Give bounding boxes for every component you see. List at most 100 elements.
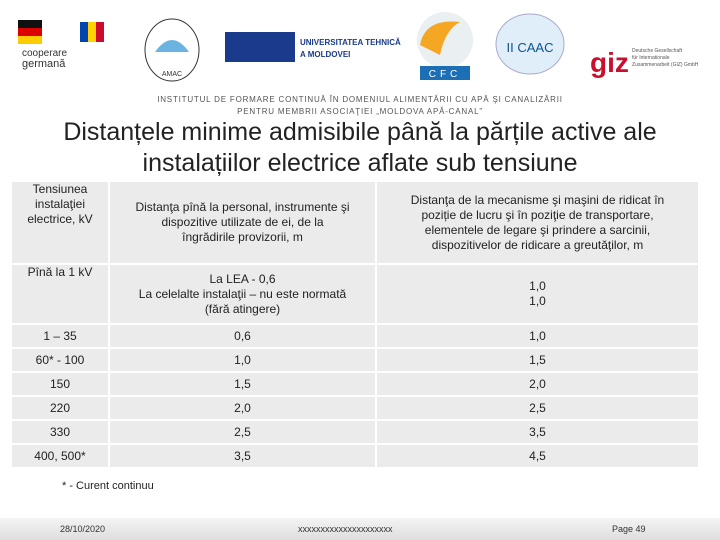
table-cell: Distanţa de la mecanisme şi maşini de ri… bbox=[375, 180, 700, 265]
footnote: * - Curent continuu bbox=[62, 480, 154, 492]
flag-stripe bbox=[88, 22, 96, 42]
cell-line: 2,5 bbox=[529, 400, 546, 415]
table-cell: 2,0 bbox=[108, 395, 377, 421]
cell-line: 400, 500* bbox=[34, 448, 86, 463]
footer-date: 28/10/2020 bbox=[60, 524, 106, 534]
logo-text: CFC bbox=[429, 69, 462, 80]
cell-line: Distanţa pînă la personal, instrumente ş… bbox=[135, 200, 350, 214]
cell-line: 0,6 bbox=[234, 328, 251, 343]
cell-line: 1,0 bbox=[529, 328, 546, 343]
cell-line: 1,5 bbox=[529, 352, 546, 367]
cell-line: (fără atingere) bbox=[204, 301, 281, 316]
table-row: 150 1,5 2,0 bbox=[10, 371, 700, 397]
cell-line: elementele de legare şi prindere a sarci… bbox=[424, 222, 651, 237]
logo-text: cooperare bbox=[22, 48, 67, 59]
table-cell: Tensiunea instalaţiei electrice, kV bbox=[10, 180, 110, 265]
cell-line: electrice, kV bbox=[27, 212, 93, 226]
table-cell: 330 bbox=[10, 419, 110, 445]
cell-line: Tensiunea bbox=[32, 182, 88, 196]
logo-text: germană bbox=[22, 58, 66, 70]
flag-stripe bbox=[96, 22, 104, 42]
logo-text: giz bbox=[590, 47, 629, 78]
institute-line: INSTITUTUL DE FORMARE CONTINUĂ ÎN DOMENI… bbox=[157, 95, 563, 104]
table-cell: 1,5 bbox=[108, 371, 377, 397]
cell-line: Pînă la 1 kV bbox=[27, 265, 93, 279]
table-cell: 4,5 bbox=[375, 443, 700, 469]
logo-strip: cooperare germană AMAC UNIVERSITATEA TEH… bbox=[18, 12, 699, 82]
cell-line: 1,0 bbox=[234, 352, 251, 367]
cell-line: 1 – 35 bbox=[43, 328, 77, 343]
table-cell: 60* - 100 bbox=[10, 347, 110, 373]
cell-line: poziție de lucru şi în poziţie de transp… bbox=[421, 207, 654, 222]
logo-text: AMAC bbox=[162, 71, 182, 78]
table-cell: 1,0 bbox=[108, 347, 377, 373]
institute-line: PENTRU MEMBRII ASOCIAŢIEI „MOLDOVA APĂ-C… bbox=[237, 107, 483, 116]
logo-ring bbox=[144, 18, 200, 82]
cell-line: 2,5 bbox=[234, 424, 251, 439]
cell-line: dispozitivelor de ridicare a greutăţilor… bbox=[431, 237, 644, 252]
cell-line: îngrădirile provizorii, m bbox=[182, 230, 303, 244]
cell-line: 1,5 bbox=[234, 376, 251, 391]
table-row: 330 2,5 3,5 bbox=[10, 419, 700, 445]
logo-shape bbox=[420, 66, 470, 80]
cell-line: 220 bbox=[49, 400, 71, 415]
logo-text: UNIVERSITATEA TEHNICĂ bbox=[300, 38, 401, 47]
logo-text: für Internationale bbox=[632, 55, 670, 61]
table-row: Tensiunea instalaţiei electrice, kV Distanţ… bbox=[10, 180, 700, 265]
logo-shape bbox=[155, 40, 189, 52]
table-cell: 400, 500* bbox=[10, 443, 110, 469]
footer-bar bbox=[0, 518, 720, 540]
table-cell: 2,5 bbox=[108, 419, 377, 445]
cell-line: 150 bbox=[49, 376, 71, 391]
cell-line: 3,5 bbox=[529, 424, 546, 439]
distance-table: Tensiunea instalaţiei electrice, kV Distanţ… bbox=[10, 180, 700, 469]
table-cell: 3,5 bbox=[375, 419, 700, 445]
title-line: instalațiilor electrice aflate sub tensi… bbox=[142, 149, 578, 177]
table-cell: 1,0 bbox=[375, 323, 700, 349]
footer-center: xxxxxxxxxxxxxxxxxxxxx bbox=[298, 524, 393, 534]
logo-shape bbox=[225, 32, 295, 62]
table-row: Pînă la 1 kV La LEA - 0,6 La celelalte ins… bbox=[10, 263, 700, 325]
logo-text: Zusammenarbeit (GIZ) GmbH bbox=[632, 62, 699, 68]
table-cell: Pînă la 1 kV bbox=[10, 263, 110, 325]
cell-line: La LEA - 0,6 bbox=[209, 271, 276, 286]
table-cell: 3,5 bbox=[108, 443, 377, 469]
cell-line: dispozitive utilizate de ei, de la bbox=[161, 215, 324, 229]
cell-line: 330 bbox=[49, 424, 71, 439]
footer-page: Page 49 bbox=[612, 524, 646, 534]
table-cell: 1 – 35 bbox=[10, 323, 110, 349]
table-cell: 2,0 bbox=[375, 371, 700, 397]
cell-line: instalaţiei bbox=[34, 197, 86, 211]
cell-line: 1,0 bbox=[529, 279, 546, 293]
cell-line: 2,0 bbox=[529, 376, 546, 391]
logo-shape bbox=[420, 21, 460, 55]
cell-line: Distanţa de la mecanisme şi maşini de ri… bbox=[410, 192, 665, 207]
table-row: 1 – 35 0,6 1,0 bbox=[10, 323, 700, 349]
cell-line: 1,0 bbox=[529, 294, 546, 308]
table-cell: 150 bbox=[10, 371, 110, 397]
flag-stripe bbox=[80, 22, 88, 42]
cell-line: 4,5 bbox=[529, 448, 546, 463]
table-cell: 0,6 bbox=[108, 323, 377, 349]
table-cell: 1,5 bbox=[375, 347, 700, 373]
flag-stripe bbox=[18, 28, 42, 36]
table-row: 220 2,0 2,5 bbox=[10, 395, 700, 421]
cell-line: 60* - 100 bbox=[35, 352, 85, 367]
cell-line: 3,5 bbox=[234, 448, 251, 463]
table-cell: La LEA - 0,6 La celelalte instalaţii – nu… bbox=[108, 263, 377, 325]
table-cell: 2,5 bbox=[375, 395, 700, 421]
flag-stripe bbox=[18, 36, 42, 44]
cell-line: 2,0 bbox=[234, 400, 251, 415]
flag-stripe bbox=[18, 20, 42, 28]
logo-globe bbox=[417, 12, 473, 68]
logo-ring bbox=[495, 13, 565, 75]
logo-text: II CAAC bbox=[507, 40, 554, 55]
cell-line: La celelalte instalaţii – nu este normat… bbox=[138, 286, 347, 301]
table-row: 60* - 100 1,0 1,5 bbox=[10, 347, 700, 373]
title-line: Distanțele minime admisibile până la păr… bbox=[63, 118, 657, 146]
logo-text: Deutsche Gesellschaft bbox=[632, 48, 683, 54]
table-cell: 220 bbox=[10, 395, 110, 421]
table-cell: 1,0 1,0 bbox=[375, 263, 700, 325]
logo-text: A MOLDOVEI bbox=[300, 50, 350, 59]
